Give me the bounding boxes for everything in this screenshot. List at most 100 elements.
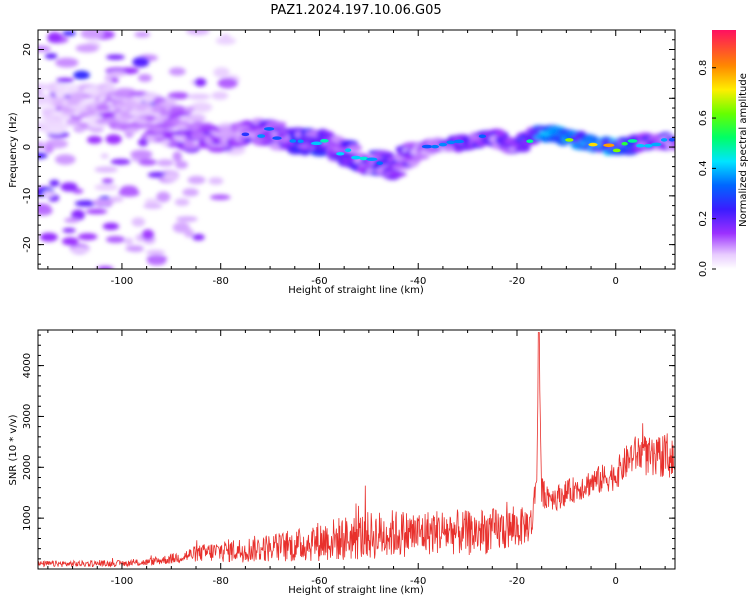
heat-cell	[176, 216, 198, 222]
snr-series-line	[38, 332, 675, 568]
heat-cell	[105, 134, 122, 145]
heat-core	[359, 156, 369, 161]
heat-cell	[124, 237, 134, 246]
heat-core	[263, 127, 275, 131]
heat-cell	[138, 74, 152, 82]
figure-title: PAZ1.2024.197.10.06.G05	[270, 3, 441, 18]
colorbar-label: Normalized spectral amplitude	[738, 73, 749, 227]
x-tick-label: -100	[111, 576, 134, 587]
heat-cell	[69, 246, 91, 253]
heat-cell	[172, 151, 183, 162]
heat-core	[297, 139, 304, 144]
heat-cell	[110, 77, 119, 84]
heat-cell	[194, 78, 207, 87]
heat-cell	[147, 171, 168, 178]
spectrogram-blobs	[38, 30, 675, 269]
heat-cell	[183, 141, 199, 150]
heat-cell	[175, 160, 188, 169]
heat-cell	[97, 266, 114, 269]
heat-cell	[143, 203, 163, 209]
heat-core	[421, 144, 433, 149]
heat-cell	[64, 217, 80, 223]
y-tick-label: 3000	[22, 404, 33, 429]
heat-core	[272, 136, 282, 140]
heat-cell	[125, 128, 140, 133]
y-tick-label: 20	[22, 43, 33, 56]
colorbar: 0.0 0.2 0.4 0.6 0.8 Normalized spectral ampl…	[698, 30, 749, 277]
heat-core	[650, 142, 662, 147]
heat-core	[431, 144, 439, 149]
heat-cell	[410, 154, 430, 160]
heat-cell	[42, 190, 55, 198]
colorbar-ticks: 0.0 0.2 0.4 0.6 0.8	[698, 60, 716, 277]
heat-cell	[110, 158, 131, 165]
heat-cell	[187, 93, 211, 100]
heat-cell	[146, 249, 166, 256]
heat-core	[446, 140, 456, 145]
heat-cell	[92, 198, 115, 206]
x-tick-label: -60	[311, 276, 327, 287]
heat-core	[310, 141, 323, 146]
heat-cell	[112, 93, 133, 98]
x-tick-label: -20	[509, 276, 525, 287]
heat-core	[241, 132, 250, 137]
heat-cell	[71, 209, 85, 221]
heat-cell	[156, 159, 174, 167]
colorbar-tick-label: 0.2	[698, 211, 709, 227]
heat-cell	[105, 235, 126, 244]
heat-cell	[65, 118, 82, 126]
heat-cell	[170, 105, 187, 113]
heat-core	[366, 157, 378, 162]
heat-cell	[141, 229, 155, 241]
heat-cell	[125, 245, 144, 252]
heat-cell	[55, 77, 75, 83]
x-tick-label: 0	[613, 276, 619, 287]
heat-cell	[211, 91, 229, 100]
heat-cell	[89, 126, 104, 133]
heat-cell	[38, 45, 51, 53]
heat-core	[478, 134, 487, 139]
snr-xlabel: Height of straight line (km)	[288, 585, 424, 596]
heat-cell	[80, 30, 105, 40]
heat-cell	[163, 172, 179, 182]
heat-cell	[208, 177, 224, 185]
heat-core	[565, 138, 574, 142]
heat-core	[344, 148, 352, 152]
heat-core	[627, 139, 638, 143]
heat-cell	[494, 130, 506, 138]
heat-core	[438, 142, 448, 147]
y-tick-label: 0	[22, 144, 33, 150]
heat-cell	[94, 166, 118, 173]
heat-cell	[182, 188, 199, 197]
heat-cell	[266, 121, 287, 127]
heat-cell	[60, 182, 78, 192]
heat-cell	[156, 191, 171, 203]
x-tick-label: 0	[613, 576, 619, 587]
y-tick-label: -20	[22, 236, 33, 252]
y-tick-label: 2000	[22, 455, 33, 480]
heat-cell	[86, 135, 103, 144]
heat-cell	[101, 178, 114, 184]
spectrogram-xlabel: Height of straight line (km)	[288, 285, 424, 296]
heat-core	[453, 139, 465, 144]
heat-cell	[221, 146, 233, 152]
heat-cell	[104, 84, 116, 91]
heat-core	[612, 148, 621, 153]
heat-cell	[167, 92, 190, 100]
heat-cell	[119, 185, 139, 196]
heat-cell	[208, 146, 227, 153]
heat-cell	[130, 149, 153, 159]
heat-cell	[187, 175, 206, 185]
heat-cell	[186, 114, 206, 123]
heat-core	[289, 139, 297, 143]
spectrogram-heatmap	[38, 30, 675, 269]
heat-cell	[144, 198, 159, 205]
heat-cell	[407, 160, 420, 166]
x-tick-label: -80	[213, 276, 229, 287]
heat-cell	[49, 179, 60, 187]
x-tick-label: -80	[213, 576, 229, 587]
heat-cell	[192, 233, 205, 241]
